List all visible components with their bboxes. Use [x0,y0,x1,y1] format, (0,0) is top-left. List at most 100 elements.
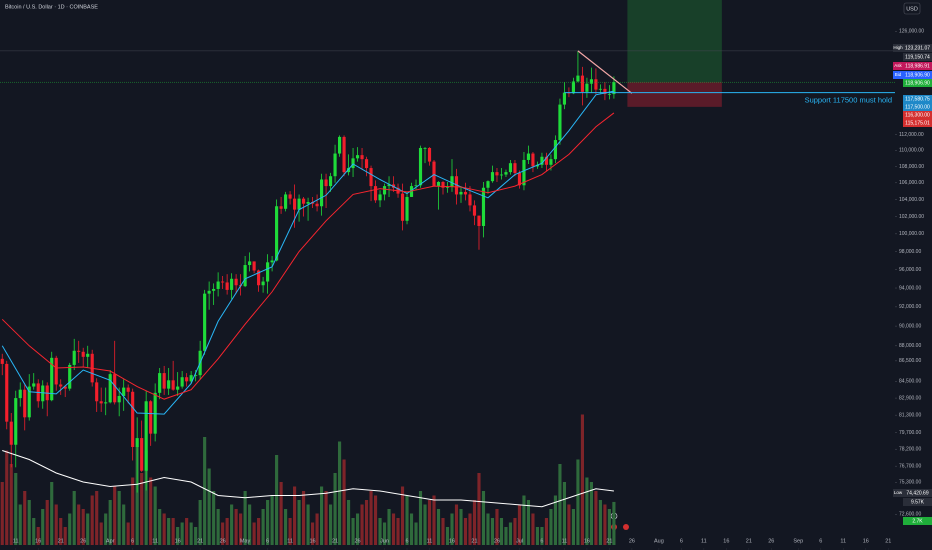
candle-body [113,374,117,403]
volume-bar [324,491,328,545]
volume-bar [387,509,391,545]
volume-bar [486,513,490,545]
candle-body [472,205,477,216]
volume-bar [293,486,297,545]
candle-body [414,185,418,187]
candle-body [571,81,576,94]
candle-body [140,438,144,471]
volume-bar [549,509,553,545]
volume-bar [284,509,288,545]
volume-bar [418,491,423,545]
currency[interactable]: USD [906,6,918,12]
volume-bar [495,509,499,545]
volume-bar [257,518,261,545]
candle-body [360,155,364,160]
candle-body [324,179,328,187]
volume-bar [50,482,54,545]
candle-body [41,385,45,402]
candle-body [549,159,553,165]
volume-bar [180,522,184,545]
y-tick-label: 92,000.00 [899,304,921,310]
x-tick-label: 6 [266,538,269,544]
volume-bar [221,522,225,545]
candle-body [131,391,135,447]
price-tag [903,498,932,506]
trendline [577,50,633,94]
price-tag [903,489,932,497]
candle-body [180,377,184,387]
volume-bar [306,504,310,545]
candle-body [216,281,220,289]
candle-body [346,168,351,173]
y-tick-label: 90,000.00 [899,323,921,329]
price-tag-text: 118,986.91 [905,63,930,69]
candle-body [531,153,535,167]
event-icon[interactable] [623,524,629,530]
candle-body [607,94,611,95]
volume-bar [594,491,598,545]
candle-body [459,191,463,195]
y-tick-label: 98,000.00 [899,249,921,255]
x-tick-label: 26 [629,538,635,544]
volume-bar [607,509,611,545]
candle-body [594,79,598,90]
volume-bar [517,504,522,545]
volume-bar [158,509,162,545]
currency-box[interactable] [903,2,921,15]
x-tick-label: 16 [175,538,181,544]
candle-body [378,194,382,201]
candle-body [230,278,234,290]
price-tag-label-box [893,44,903,52]
volume-bar [598,500,602,545]
volume-bar [490,518,495,545]
x-tick-label: 21 [332,538,338,544]
price-tag-text: 9.57K [911,499,925,505]
volume-bar [364,500,369,545]
price-tag-text: 117,500.00 [905,104,930,110]
x-tick-label: 16 [310,538,316,544]
volume-bar [342,459,346,545]
candle-body [517,172,522,186]
candle-body [158,373,162,393]
volume-bar [589,482,593,545]
candle-body [495,172,499,176]
candle-body [261,281,265,286]
volume-bar [203,437,207,545]
y-tick-label: 81,300.00 [899,412,921,418]
candle-body [513,163,517,173]
volume-bar [414,522,418,545]
candle-body [522,159,526,186]
y-tick-label: 86,500.00 [899,358,921,364]
price-tag-text: 119,150.74 [905,54,930,60]
candle-body [122,387,126,396]
y-tick-label: 126,000.00 [899,29,924,35]
price-tag [903,79,932,87]
y-tick-label: 110,000.00 [899,148,924,154]
candle-body [248,261,252,266]
price-tag [903,53,932,61]
volume-bar [0,482,4,545]
x-tick-label: 11 [840,538,846,544]
volume-bar [248,504,252,545]
volume-bar [603,504,607,545]
volume-bar [261,509,265,545]
candle-body [337,136,342,154]
x-tick-label: 6 [540,538,543,544]
x-tick-label: 21 [197,538,203,544]
candle-body [144,401,148,471]
volume-bar [612,501,616,545]
x-tick-label: 21 [606,538,612,544]
candle-body [351,158,355,169]
y-tick-label: 84,500.00 [899,379,921,385]
price-tag [903,103,932,111]
x-tick-label: 21 [746,538,752,544]
candle-body [185,377,189,382]
price-tag-label-box [893,62,903,70]
volume-bar [86,513,90,545]
volume-bar [99,522,103,545]
y-tick-label: 112,000.00 [899,132,924,138]
candle-body [171,380,175,390]
y-tick-label: 75,300.00 [899,480,921,486]
volume-bar [126,522,130,545]
